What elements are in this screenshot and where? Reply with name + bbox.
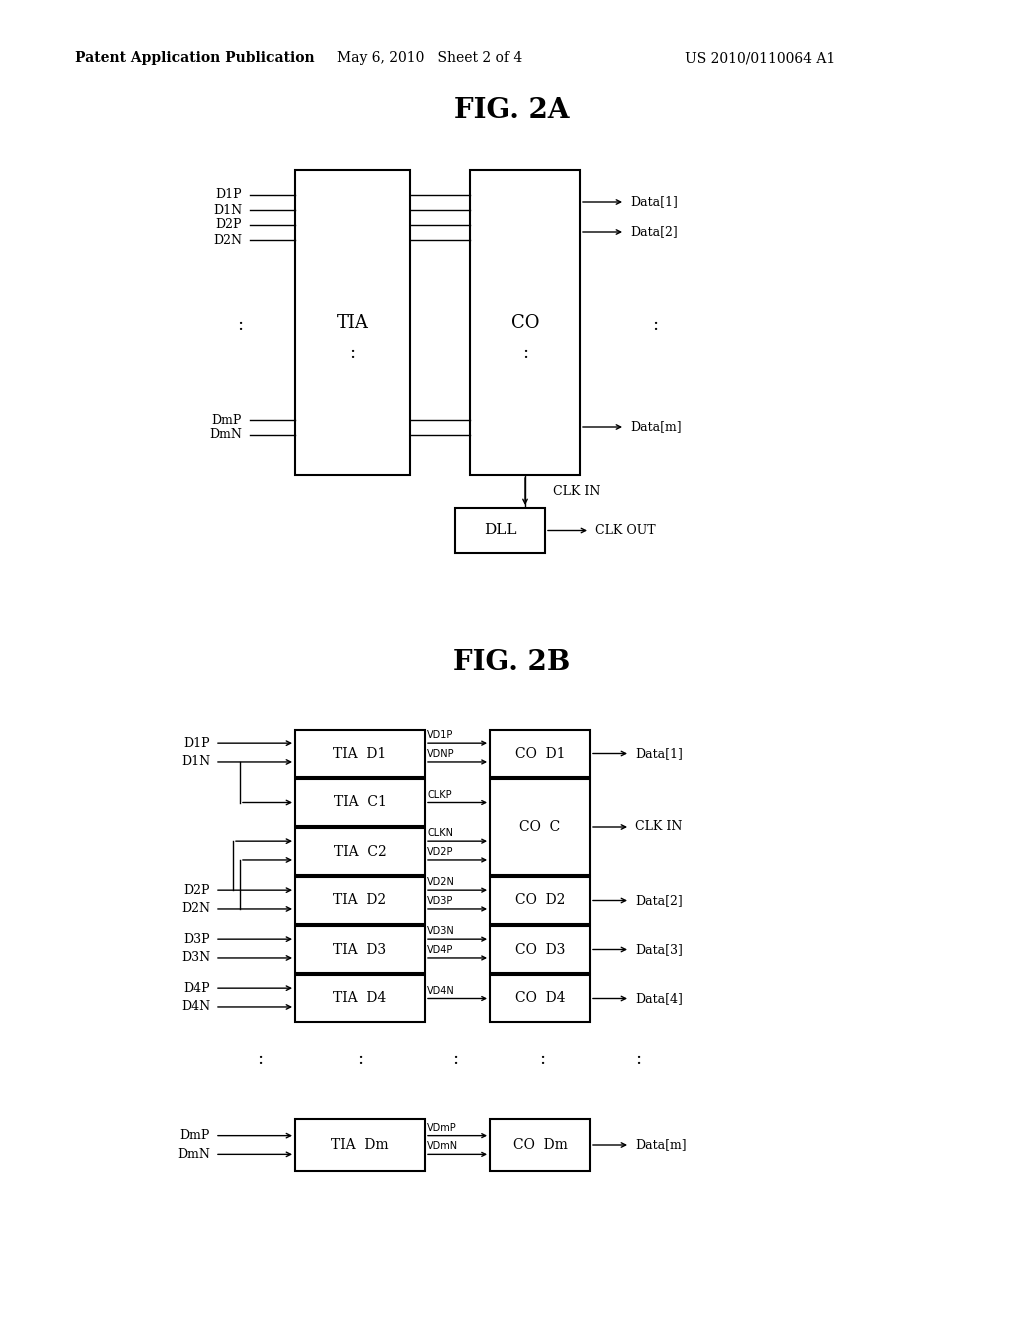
Bar [490,779,590,875]
Bar [295,876,425,924]
Text: DmN: DmN [209,429,242,441]
Text: VD2N: VD2N [427,878,455,887]
Text: CO  D4: CO D4 [515,991,565,1006]
Text: D2P: D2P [215,219,242,231]
Text: D2N: D2N [181,903,210,916]
Text: CO  C: CO C [519,820,560,834]
Bar [295,779,425,826]
Text: Data[4]: Data[4] [635,993,683,1005]
Text: VD3P: VD3P [427,896,454,906]
Text: D4N: D4N [181,1001,210,1014]
Text: VD2P: VD2P [427,847,454,857]
Text: FIG. 2B: FIG. 2B [454,648,570,676]
Text: CLK IN: CLK IN [635,821,682,833]
Bar [295,828,425,875]
Bar [295,975,425,1022]
Text: CLK OUT: CLK OUT [595,524,655,537]
Text: VD1P: VD1P [427,730,454,741]
Text: D3P: D3P [183,933,210,945]
Text: D1N: D1N [181,755,210,768]
Bar [295,927,425,973]
Text: D4P: D4P [183,982,210,995]
Text: VDmN: VDmN [427,1142,458,1151]
Text: TIA  D3: TIA D3 [334,942,387,957]
Text: Patent Application Publication: Patent Application Publication [75,51,314,65]
Text: CLKN: CLKN [427,828,453,838]
Text: D1P: D1P [183,737,210,750]
Text: CO  D2: CO D2 [515,894,565,908]
Text: Data[1]: Data[1] [635,747,683,760]
Text: :: : [452,1049,458,1068]
Text: TIA  D1: TIA D1 [334,747,387,760]
Bar [455,508,545,553]
Text: DmN: DmN [177,1148,210,1160]
Text: D2N: D2N [213,234,242,247]
Text: CLKP: CLKP [427,789,452,800]
Text: VD3N: VD3N [427,927,455,936]
Text: CLK IN: CLK IN [553,484,600,498]
Text: TIA  D4: TIA D4 [334,991,387,1006]
Text: :: : [652,315,658,334]
Text: CO  D3: CO D3 [515,942,565,957]
Text: :: : [357,1049,364,1068]
Text: VD4N: VD4N [427,986,455,995]
Text: :: : [237,315,243,334]
Text: Data[3]: Data[3] [635,942,683,956]
Text: Data[2]: Data[2] [635,894,683,907]
Text: VDmP: VDmP [427,1122,457,1133]
Text: TIA  C2: TIA C2 [334,845,386,858]
Text: :: : [539,1049,545,1068]
Text: D1N: D1N [213,203,242,216]
Text: CO  D1: CO D1 [515,747,565,760]
Text: VD4P: VD4P [427,945,454,954]
Text: :: : [522,345,528,362]
Bar [490,927,590,973]
Text: TIA: TIA [337,314,369,331]
Text: TIA  D2: TIA D2 [334,894,387,908]
Bar [295,170,410,475]
Text: Data[1]: Data[1] [630,195,678,209]
Text: DmP: DmP [212,413,242,426]
Text: :: : [635,1049,641,1068]
Text: CO  Dm: CO Dm [513,1138,567,1152]
Text: DLL: DLL [483,524,516,537]
Text: Data[2]: Data[2] [630,226,678,239]
Bar [295,730,425,777]
Text: FIG. 2A: FIG. 2A [455,96,569,124]
Text: DmP: DmP [179,1129,210,1142]
Text: CO: CO [511,314,540,331]
Text: US 2010/0110064 A1: US 2010/0110064 A1 [685,51,836,65]
Bar [490,730,590,777]
Text: D3N: D3N [181,952,210,965]
Text: D2P: D2P [183,883,210,896]
Text: VDNP: VDNP [427,748,455,759]
Bar [470,170,580,475]
Bar [490,876,590,924]
Bar [490,975,590,1022]
Text: TIA  C1: TIA C1 [334,796,386,809]
Bar [490,1119,590,1171]
Text: D1P: D1P [215,189,242,202]
Text: TIA  Dm: TIA Dm [331,1138,389,1152]
Bar [295,1119,425,1171]
Text: Data[m]: Data[m] [630,421,682,433]
Text: :: : [349,345,355,362]
Text: :: : [257,1049,263,1068]
Text: Data[m]: Data[m] [635,1138,687,1151]
Text: May 6, 2010   Sheet 2 of 4: May 6, 2010 Sheet 2 of 4 [337,51,522,65]
